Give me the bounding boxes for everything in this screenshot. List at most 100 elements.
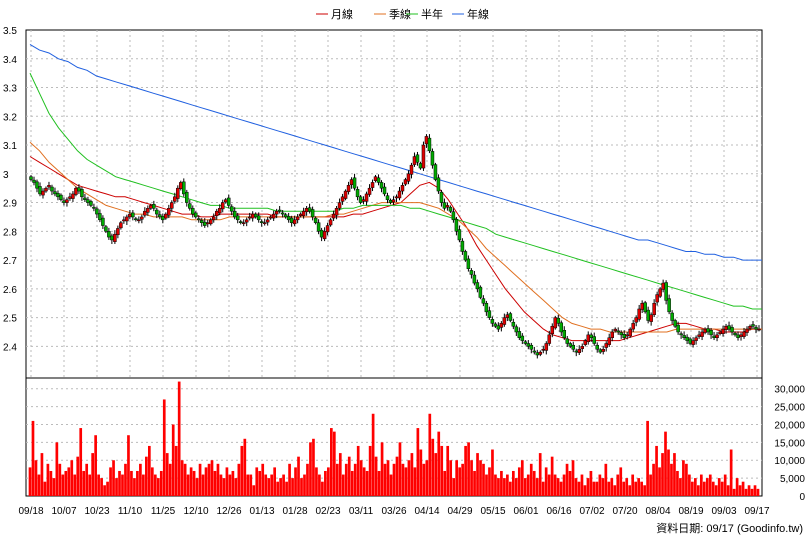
volume-bar [512,470,515,496]
candle [214,208,219,220]
volume-bar [270,474,274,496]
volume-bar [198,463,202,496]
volume-bar [491,449,494,496]
footer-source: 資料日期: 09/17 (Goodinfo.tw) [656,521,803,535]
candle [376,174,381,186]
candle [322,227,327,242]
candle [694,335,698,345]
volume-bar [676,470,679,496]
volume-bar [255,467,259,496]
volume-bar [61,474,65,496]
volume-bar [350,470,354,496]
volume-bar [159,470,163,496]
candle [664,280,668,305]
legend-label-month: 月線 [331,7,353,21]
volume-bar [431,438,435,496]
volume-bar [103,485,106,496]
volume-bar [526,474,530,496]
price-panel: 2.4 2.5 2.6 2.7 2.8 2.9 3 3.1 3.2 3.3 3.4 3.5 [3,26,763,496]
volume-bar [49,470,53,496]
candle [547,330,552,346]
volume-bar [467,442,470,496]
candle [44,186,48,193]
volume-tick-label: 25,000 [774,403,805,414]
candle [283,212,288,219]
volume-bar [58,463,62,496]
volume-bar [553,474,557,496]
volume-bar [682,460,685,496]
candle [101,215,105,230]
candle [50,184,54,196]
candle [484,300,489,316]
candle [643,300,647,314]
volume-bar [100,478,103,496]
candle [709,327,713,339]
candle [274,208,279,219]
volume-bar [395,456,399,496]
volume-bar [738,485,742,496]
candle [241,219,246,227]
price-tick-label: 2.5 [3,314,17,325]
volume-bar [640,481,643,496]
candle [568,341,573,349]
price-tick-label: 3 [3,170,9,181]
volume-bar [341,474,345,496]
candle [379,180,384,193]
volume-bar [523,478,527,496]
candle [92,203,96,212]
candle [271,210,276,221]
volume-bar [756,488,760,496]
date-tick-label: 04/14 [414,506,439,517]
candle [748,324,752,331]
volume-bar [696,485,700,496]
candle [508,311,513,323]
volume-bar [324,470,327,496]
date-tick-label: 09/03 [711,506,736,517]
volume-bar [222,478,226,496]
volume-bar [422,463,426,496]
volume-bar [285,481,288,496]
candle [200,218,204,227]
candle [478,285,483,300]
candle [352,173,357,191]
candle [658,287,662,299]
candle [448,205,453,213]
candle [595,342,599,353]
volume-bar [374,456,378,496]
volume-bar [282,474,285,496]
volume-bar [115,478,118,496]
candle [649,312,653,326]
candle [757,325,761,332]
volume-bar [541,481,545,496]
candle [607,333,611,347]
candle [592,332,596,346]
volume-bar [252,485,256,496]
price-tick-label: 3.3 [3,84,17,95]
candle [38,182,42,197]
volume-bar [455,460,458,496]
volume-bar [747,485,751,496]
volume-bar [592,481,596,496]
candle [256,212,261,223]
volume-bar [473,470,476,496]
volume-bar [583,485,587,496]
volume-bar [601,478,605,496]
legend-label-quarter: 季線 [389,7,411,21]
volume-bar [413,467,417,496]
volume-bar [723,474,727,496]
volume-bar [753,485,757,496]
volume-bar [261,463,265,496]
candle [502,313,507,327]
volume-bar [142,474,145,496]
candle [152,200,156,212]
volume-bar [535,478,539,496]
volume-tick-label: 15,000 [774,438,805,449]
ma-line-2 [29,72,762,310]
date-tick-label: 06/16 [546,506,571,517]
candle [571,341,576,353]
volume-bar [619,467,623,496]
candle [331,210,336,221]
volume-bar [88,474,92,496]
volume-bar [520,460,524,496]
volume-tick-label: 0 [799,492,805,503]
